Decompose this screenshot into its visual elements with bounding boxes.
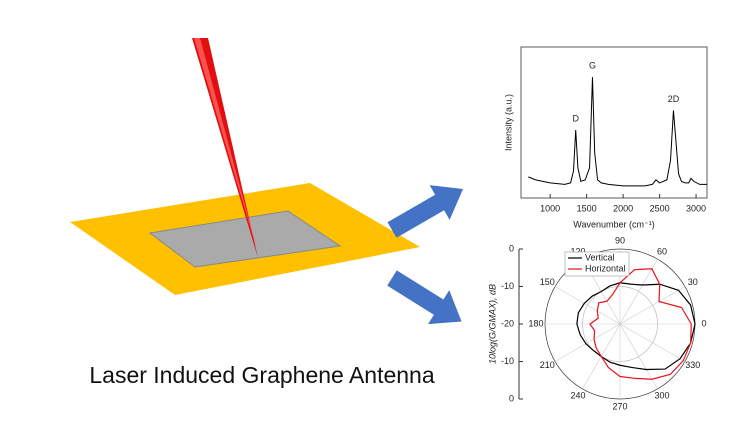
theta-tick-label: 60 bbox=[657, 246, 667, 256]
x-tick-label: 1000 bbox=[540, 203, 560, 213]
spectrum-line bbox=[528, 77, 707, 187]
theta-tick-label: 90 bbox=[615, 235, 625, 245]
laser-beam bbox=[192, 38, 258, 258]
legend-label: Vertical bbox=[585, 252, 615, 262]
r-tick-label: 0 bbox=[509, 243, 514, 253]
x-axis-label: Wavenumber (cm⁻¹) bbox=[573, 219, 654, 229]
theta-tick-label: 330 bbox=[685, 360, 700, 370]
angular-grid bbox=[619, 286, 686, 325]
r-tick-label: -10 bbox=[501, 356, 514, 366]
theta-tick-label: 300 bbox=[654, 390, 669, 400]
angular-grid bbox=[554, 323, 621, 362]
x-tick-label: 1500 bbox=[577, 203, 597, 213]
r-tick-label: 0 bbox=[509, 393, 514, 403]
laser-highlight bbox=[194, 38, 257, 250]
peak-label: D bbox=[572, 113, 579, 123]
r-tick-label: -10 bbox=[501, 281, 514, 291]
theta-tick-label: 120 bbox=[570, 246, 585, 256]
angular-grid bbox=[554, 286, 621, 325]
peak-label: G bbox=[589, 61, 596, 71]
pattern-line bbox=[576, 282, 696, 371]
angular-grid bbox=[619, 323, 658, 390]
y-axis-label: Intensity (a.u.) bbox=[503, 94, 513, 151]
plot-frame bbox=[520, 46, 708, 199]
graphene-area bbox=[148, 210, 342, 268]
x-tick-label: 3000 bbox=[686, 203, 706, 213]
theta-tick-label: 0 bbox=[701, 318, 706, 328]
arrow-up bbox=[387, 185, 464, 238]
theta-tick-label: 150 bbox=[540, 277, 555, 287]
peak-label: 2D bbox=[668, 94, 680, 104]
r-tick-label: -20 bbox=[501, 318, 514, 328]
theta-tick-label: 30 bbox=[688, 277, 698, 287]
caption: Laser Induced Graphene Antenna bbox=[89, 362, 434, 388]
angular-grid bbox=[619, 323, 686, 362]
theta-tick-label: 180 bbox=[528, 318, 543, 328]
x-tick-label: 2000 bbox=[613, 203, 633, 213]
y-axis-label: 10log(G/GMAX), dB bbox=[487, 284, 497, 364]
theta-tick-label: 270 bbox=[612, 401, 627, 411]
legend-box bbox=[564, 251, 630, 277]
pattern-line bbox=[589, 268, 692, 380]
angular-grid bbox=[619, 258, 658, 325]
x-tick-label: 2500 bbox=[650, 203, 670, 213]
theta-tick-label: 240 bbox=[570, 390, 585, 400]
legend-label: Horizontal bbox=[585, 263, 626, 273]
theta-tick-label: 210 bbox=[540, 360, 555, 370]
arrow-down bbox=[387, 270, 462, 325]
